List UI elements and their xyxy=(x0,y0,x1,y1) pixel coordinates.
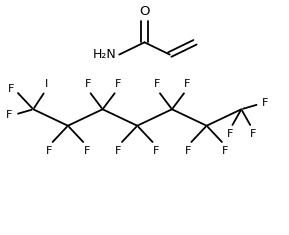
Text: F: F xyxy=(185,146,191,156)
Text: F: F xyxy=(184,79,190,89)
Text: F: F xyxy=(8,84,14,94)
Text: F: F xyxy=(262,98,268,108)
Text: I: I xyxy=(45,79,48,89)
Text: F: F xyxy=(249,129,256,139)
Text: H₂N: H₂N xyxy=(92,48,116,61)
Text: F: F xyxy=(46,146,52,156)
Text: F: F xyxy=(154,79,160,89)
Text: F: F xyxy=(84,146,90,156)
Text: F: F xyxy=(222,146,229,156)
Text: F: F xyxy=(6,110,12,120)
Text: F: F xyxy=(153,146,159,156)
Text: F: F xyxy=(84,79,91,89)
Text: O: O xyxy=(139,5,150,18)
Text: F: F xyxy=(114,79,121,89)
Text: F: F xyxy=(227,129,233,139)
Text: F: F xyxy=(115,146,122,156)
